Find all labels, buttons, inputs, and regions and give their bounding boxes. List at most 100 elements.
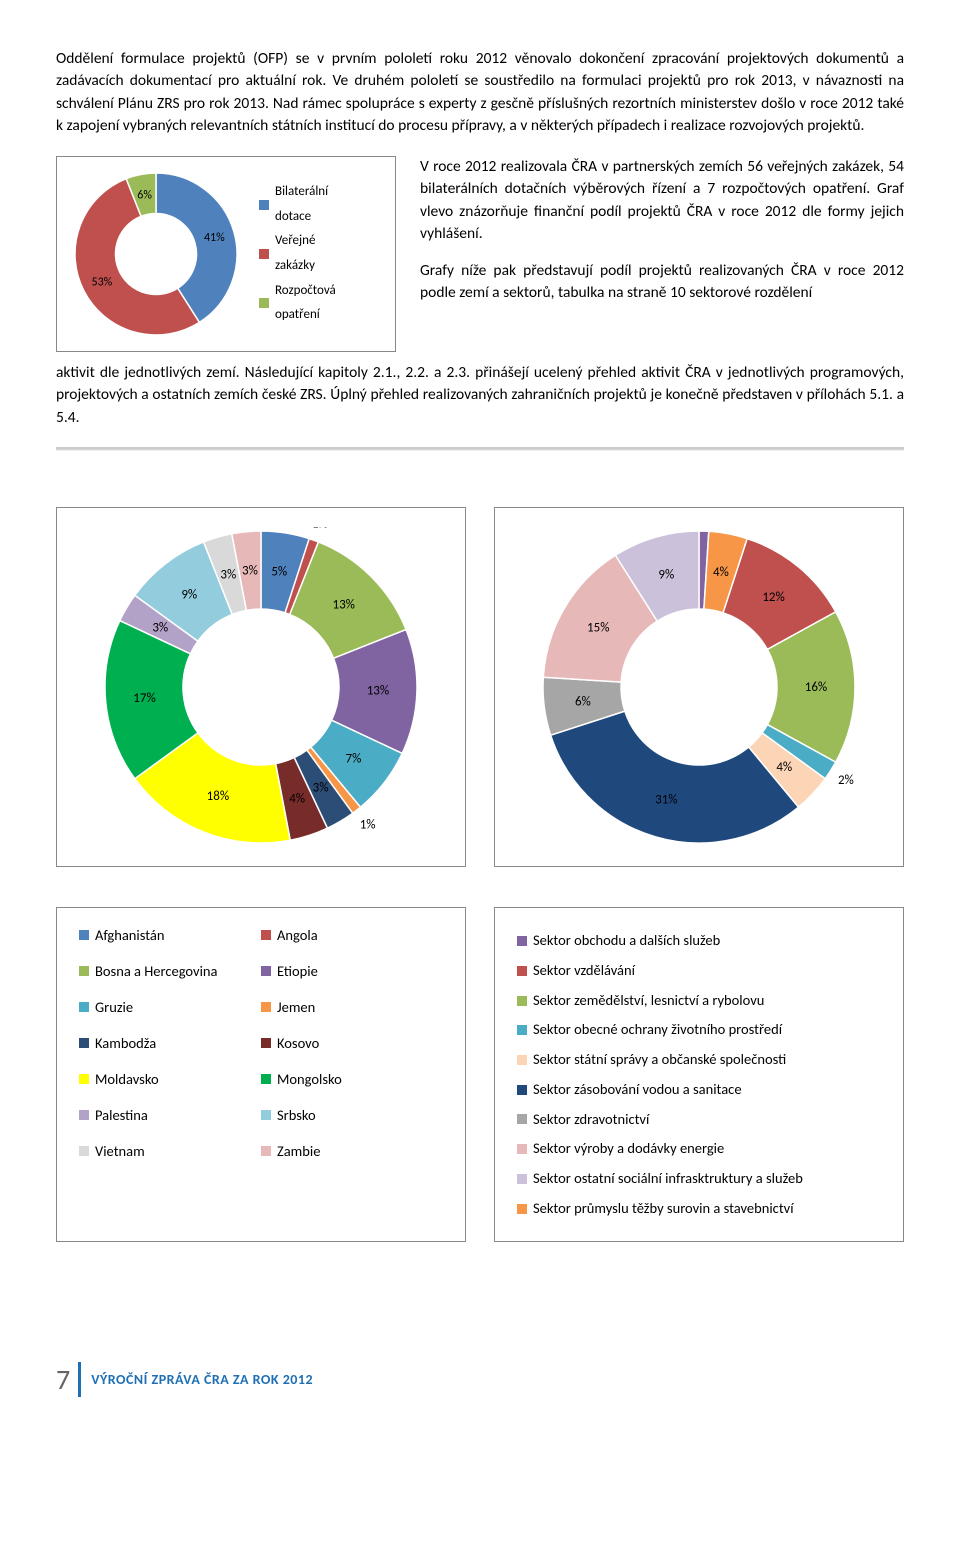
legend-item: Sektor zásobování vodou a sanitace bbox=[517, 1075, 881, 1105]
desc-p1: V roce 2012 realizovala ČRA v partnerský… bbox=[420, 156, 904, 246]
legend-label: Sektor průmyslu těžby surovin a stavebni… bbox=[533, 1194, 794, 1224]
swatch bbox=[79, 1038, 89, 1048]
desc-p2-partial: Grafy níže pak představují podíl projekt… bbox=[420, 260, 904, 305]
svg-text:13%: 13% bbox=[367, 684, 389, 699]
legend-item: Sektor vzdělávání bbox=[517, 956, 881, 986]
chart1-row: 41% 53% 6% Bilaterálnídotace Veřejnézakázk… bbox=[56, 156, 904, 352]
swatch bbox=[79, 966, 89, 976]
swatch bbox=[79, 930, 89, 940]
swatch bbox=[259, 298, 269, 308]
swatch bbox=[261, 1146, 271, 1156]
legend-item: Angola bbox=[261, 926, 443, 944]
svg-text:3%: 3% bbox=[152, 621, 168, 636]
legend-label: Sektor obecné ochrany životního prostřed… bbox=[533, 1015, 782, 1045]
legend-label: Zambie bbox=[277, 1142, 320, 1160]
svg-text:6%: 6% bbox=[137, 188, 152, 202]
legend-item: Moldavsko bbox=[79, 1070, 261, 1088]
swatch bbox=[261, 966, 271, 976]
swatch bbox=[261, 930, 271, 940]
legend-label: Kambodža bbox=[95, 1034, 156, 1052]
legend-item: Jemen bbox=[261, 998, 443, 1016]
chart1-box: 41% 53% 6% Bilaterálnídotace Veřejnézakázk… bbox=[56, 156, 396, 352]
svg-text:9%: 9% bbox=[658, 568, 674, 583]
legend-label: Sektor obchodu a dalších služeb bbox=[533, 926, 720, 956]
legend-label: Gruzie bbox=[95, 998, 133, 1016]
legend-label: Vietnam bbox=[95, 1142, 145, 1160]
swatch bbox=[261, 1110, 271, 1120]
swatch bbox=[259, 200, 269, 210]
legend-item: Sektor průmyslu těžby surovin a stavebni… bbox=[517, 1194, 881, 1224]
svg-text:53%: 53% bbox=[91, 275, 112, 289]
legend-item: Sektor státní správy a občanské společno… bbox=[517, 1045, 881, 1075]
swatch bbox=[517, 1025, 527, 1035]
donut-countries: 5%1%13%13%7%1%3%4%18%17%3%9%3%3% bbox=[101, 527, 421, 847]
swatch bbox=[517, 1174, 527, 1184]
svg-text:4%: 4% bbox=[289, 792, 305, 807]
svg-text:18%: 18% bbox=[207, 789, 229, 804]
legend-label: Palestina bbox=[95, 1106, 148, 1124]
svg-text:5%: 5% bbox=[271, 565, 287, 580]
legend-label: Sektor vzdělávání bbox=[533, 956, 635, 986]
legend-label: Afghanistán bbox=[95, 926, 164, 944]
footer-title: VÝROČNÍ ZPRÁVA ČRA ZA ROK 2012 bbox=[91, 1371, 313, 1388]
countries-chart-box: 5%1%13%13%7%1%3%4%18%17%3%9%3%3% bbox=[56, 507, 466, 867]
swatch bbox=[517, 1204, 527, 1214]
swatch bbox=[517, 1085, 527, 1095]
legend-item: Sektor výroby a dodávky energie bbox=[517, 1134, 881, 1164]
legend-item: Sektor ostatní sociální infrasktruktury … bbox=[517, 1164, 881, 1194]
legend-item: Kosovo bbox=[261, 1034, 443, 1052]
svg-text:17%: 17% bbox=[133, 691, 155, 706]
svg-text:41%: 41% bbox=[204, 231, 225, 245]
legend-item: Srbsko bbox=[261, 1106, 443, 1124]
svg-text:9%: 9% bbox=[181, 588, 197, 603]
svg-text:13%: 13% bbox=[332, 598, 354, 613]
legend-label: Jemen bbox=[277, 998, 315, 1016]
swatch bbox=[517, 966, 527, 976]
swatch bbox=[261, 1038, 271, 1048]
swatch bbox=[517, 936, 527, 946]
swatch bbox=[79, 1146, 89, 1156]
svg-text:12%: 12% bbox=[762, 590, 784, 605]
swatch bbox=[79, 1074, 89, 1084]
svg-text:15%: 15% bbox=[587, 621, 609, 636]
svg-text:1%: 1% bbox=[360, 818, 376, 833]
swatch bbox=[517, 1144, 527, 1154]
legend-label: Srbsko bbox=[277, 1106, 316, 1124]
svg-text:31%: 31% bbox=[655, 793, 677, 808]
legend-item: Bosna a Hercegovina bbox=[79, 962, 261, 980]
legend-label: Kosovo bbox=[277, 1034, 319, 1052]
legend-item: Sektor obecné ochrany životního prostřed… bbox=[517, 1015, 881, 1045]
sectors-chart-box: 1%4%12%16%2%4%31%6%15%9% bbox=[494, 507, 904, 867]
legend-label: Angola bbox=[277, 926, 318, 944]
sectors-legend: Sektor obchodu a dalších služebSektor vz… bbox=[517, 926, 881, 1223]
legend-item: Vietnam bbox=[79, 1142, 261, 1160]
legend-label: Sektor ostatní sociální infrasktruktury … bbox=[533, 1164, 803, 1194]
legend-item: Sektor zemědělství, lesnictví a rybolovu bbox=[517, 986, 881, 1016]
sectors-legend-box: Sektor obchodu a dalších služebSektor vz… bbox=[494, 907, 904, 1242]
legend-label: Bilaterálnídotace bbox=[275, 180, 328, 229]
svg-text:2%: 2% bbox=[838, 774, 854, 789]
desc-p2-rest: aktivit dle jednotlivých zemí. Následují… bbox=[56, 362, 904, 429]
legend-item: Etiopie bbox=[261, 962, 443, 980]
chart1-description: V roce 2012 realizovala ČRA v partnerský… bbox=[420, 156, 904, 305]
legend-label: Rozpočtováopatření bbox=[275, 279, 336, 328]
legend-item: Sektor zdravotnictví bbox=[517, 1105, 881, 1135]
donut-chart-1: 41% 53% 6% bbox=[71, 169, 241, 339]
legend-item: Mongolsko bbox=[261, 1070, 443, 1088]
two-charts-row: 5%1%13%13%7%1%3%4%18%17%3%9%3%3% 1%4%12%… bbox=[56, 507, 904, 867]
page-footer: 7 VÝROČNÍ ZPRÁVA ČRA ZA ROK 2012 bbox=[56, 1362, 904, 1397]
svg-text:3%: 3% bbox=[220, 568, 236, 583]
legend-item: Kambodža bbox=[79, 1034, 261, 1052]
legend-label: Sektor zásobování vodou a sanitace bbox=[533, 1075, 742, 1105]
swatch bbox=[79, 1110, 89, 1120]
legend-item: Sektor obchodu a dalších služeb bbox=[517, 926, 881, 956]
chart1-legend: Bilaterálnídotace Veřejnézakázky Rozpočt… bbox=[259, 180, 336, 328]
svg-text:4%: 4% bbox=[713, 565, 729, 580]
legend-label: Moldavsko bbox=[95, 1070, 159, 1088]
legend-label: Veřejnézakázky bbox=[275, 229, 315, 278]
swatch bbox=[261, 1074, 271, 1084]
svg-text:1%: 1% bbox=[312, 527, 328, 531]
two-legends-row: Afghanistán Angola Bosna a HercegovinaEtio… bbox=[56, 907, 904, 1242]
legend-label: Sektor zdravotnictví bbox=[533, 1105, 649, 1135]
legend-label: Sektor státní správy a občanské společno… bbox=[533, 1045, 786, 1075]
